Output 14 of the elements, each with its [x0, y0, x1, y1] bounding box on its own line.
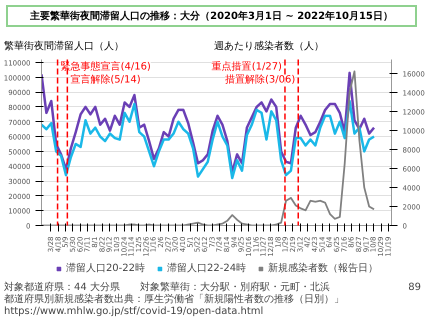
text: 対象都道府県：44 大分県 対象繁華街：大分駅・別府駅・元町・北浜 — [4, 282, 330, 293]
line-series — [42, 70, 375, 226]
line-series — [42, 100, 376, 180]
legend-label: 新規感染者数（報告日） — [268, 262, 378, 275]
ref-line-label: 措置解除(3/06) — [224, 74, 296, 86]
text: 都道府県別新規感染者数出典：厚生労働省「新規陽性者数の推移（日別）」 https://www.mhlw.go.jp/stf/covid-19/open-data.html — [4, 294, 345, 318]
legend-label: 滞留人口20-22時 — [66, 262, 145, 275]
chart-title: 主要繁華街夜間滞留人口の推移：大分（2020年3月1日 ~ 2022年10月15日） — [6, 5, 417, 27]
y-axis-title: 繁華街夜間滞留人口（人） — [4, 41, 124, 53]
text: 89 — [408, 282, 421, 294]
y2-axis-title: 週あたり感染者数（人） — [214, 41, 324, 53]
ref-line-label: 宣言解除(5/14) — [70, 74, 141, 86]
ref-line-label: 重点措置(1/27) — [212, 60, 282, 72]
legend-label: 滞留人口22-24時 — [167, 262, 246, 275]
